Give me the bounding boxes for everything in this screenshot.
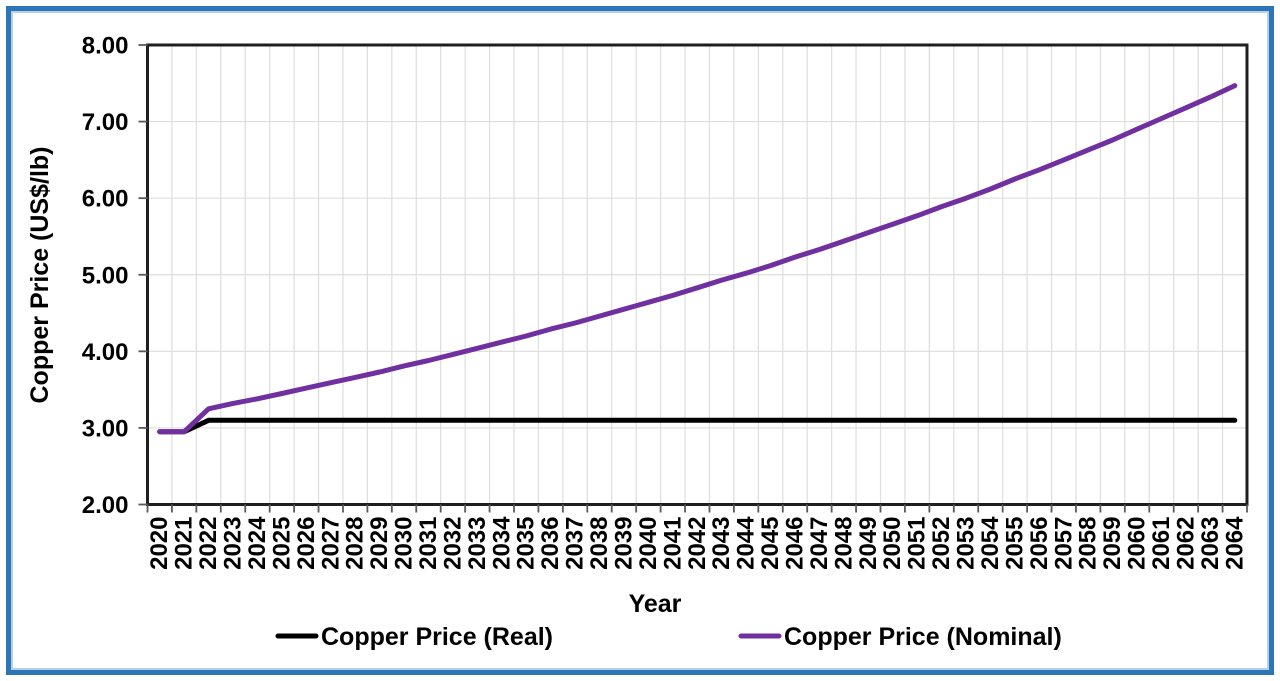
axes <box>138 43 1249 513</box>
x-tick-label: 2060 <box>1124 517 1151 570</box>
x-tick-label: 2028 <box>342 517 369 570</box>
x-tick-label: 2035 <box>513 517 540 570</box>
x-axis-title: Year <box>629 590 682 618</box>
legend-label-real: Copper Price (Real) <box>321 623 553 651</box>
x-tick-label: 2033 <box>464 517 491 570</box>
x-tick-label: 2043 <box>708 517 735 570</box>
x-tick-label: 2037 <box>562 517 589 570</box>
x-tick-label: 2041 <box>659 517 686 570</box>
legend-item-real: Copper Price (Real) <box>275 623 553 651</box>
x-tick-label: 2057 <box>1050 517 1077 570</box>
x-tick-label: 2044 <box>733 516 760 570</box>
x-tick-label: 2023 <box>220 517 247 570</box>
x-tick-label: 2058 <box>1075 517 1102 570</box>
y-tick-label: 5.00 <box>82 262 129 289</box>
series-lines <box>157 83 1238 435</box>
x-tick-label: 2061 <box>1148 517 1175 570</box>
x-tick-label: 2064 <box>1221 516 1248 570</box>
x-tick-label: 2049 <box>855 517 882 570</box>
y-tick-label: 7.00 <box>82 109 129 136</box>
x-tick-label: 2031 <box>415 517 442 570</box>
x-tick-label: 2045 <box>757 517 784 570</box>
legend-item-nominal: Copper Price (Nominal) <box>738 623 1062 651</box>
x-tick-label: 2022 <box>195 517 222 570</box>
x-tick-label: 2059 <box>1099 517 1126 570</box>
x-tick-label: 2040 <box>635 517 662 570</box>
y-tick-label: 8.00 <box>82 33 129 60</box>
x-tick-label: 2046 <box>781 517 808 570</box>
tick-labels: 2.00 3.00 4.00 5.00 6.00 7.00 8.00 202020212022… <box>82 33 1249 570</box>
x-tick-label: 2032 <box>439 517 466 570</box>
x-tick-label: 2053 <box>953 517 980 570</box>
x-tick-label: 2054 <box>977 516 1004 570</box>
x-tick-label: 2062 <box>1172 517 1199 570</box>
legend-label-nominal: Copper Price (Nominal) <box>784 623 1062 651</box>
x-tick-label: 2063 <box>1197 517 1224 570</box>
x-tick-label: 2052 <box>928 517 955 570</box>
x-tick-label: 2026 <box>293 517 320 570</box>
x-tick-label: 2056 <box>1026 517 1053 570</box>
x-tick-label: 2042 <box>684 517 711 570</box>
x-tick-label: 2029 <box>366 517 393 570</box>
x-tick-label: 2021 <box>171 517 198 570</box>
x-tick-label: 2036 <box>537 517 564 570</box>
x-tick-label: 2027 <box>317 517 344 570</box>
x-tick-label: 2051 <box>904 517 931 570</box>
x-tick-label: 2050 <box>879 517 906 570</box>
x-tick-label: 2030 <box>391 517 418 570</box>
y-tick-label: 3.00 <box>82 415 129 442</box>
x-tick-label: 2039 <box>610 517 637 570</box>
series-line-nominal <box>157 83 1238 435</box>
y-tick-label: 4.00 <box>82 339 129 366</box>
series-line-real <box>157 417 1238 435</box>
x-tick-label: 2047 <box>806 517 833 570</box>
x-tick-label: 2055 <box>1001 516 1028 569</box>
x-tick-label: 2020 <box>146 517 173 570</box>
legend: Copper Price (Real) Copper Price (Nomina… <box>275 623 1062 651</box>
y-tick-label: 2.00 <box>82 492 129 519</box>
x-tick-label: 2034 <box>488 516 515 570</box>
x-tick-label: 2048 <box>830 517 857 570</box>
gridlines <box>147 45 1247 505</box>
y-tick-label: 6.00 <box>82 186 129 213</box>
x-tick-label: 2024 <box>244 516 271 570</box>
x-tick-label: 2025 <box>268 517 295 570</box>
y-axis-title: Copper Price (US$/lb) <box>26 147 54 404</box>
x-tick-label: 2038 <box>586 517 613 570</box>
